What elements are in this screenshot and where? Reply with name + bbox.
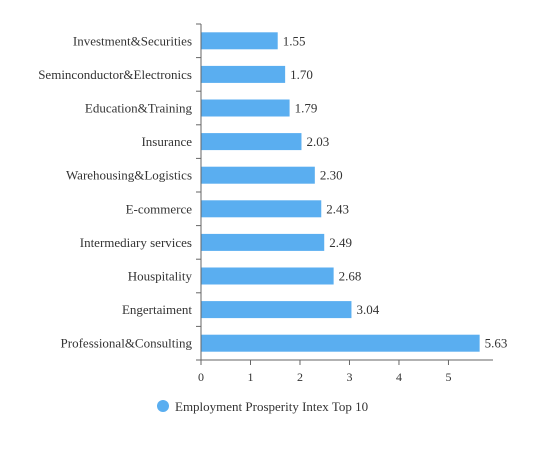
bar[interactable]	[201, 301, 352, 319]
axis-layer: 0 1 2 3 4 5	[196, 23, 493, 384]
x-tick-label: 4	[396, 370, 402, 384]
bar[interactable]	[201, 166, 315, 184]
bar[interactable]	[201, 233, 325, 251]
value-label: 2.03	[306, 134, 329, 149]
category-label: Seminconductor&Electronics	[38, 67, 192, 82]
x-tick-label: 2	[297, 370, 303, 384]
value-label: 1.55	[283, 33, 306, 48]
bar[interactable]	[201, 133, 302, 151]
category-label: Education&Training	[85, 101, 193, 116]
value-label: 2.68	[339, 269, 362, 284]
value-label: 3.04	[356, 302, 379, 317]
bar[interactable]	[201, 99, 290, 117]
value-label: 5.63	[485, 336, 508, 351]
x-tick-label: 3	[346, 370, 352, 384]
bar[interactable]	[201, 65, 286, 83]
bar[interactable]	[201, 334, 480, 352]
category-label: Professional&Consulting	[61, 336, 193, 351]
value-label: 2.30	[320, 168, 343, 183]
category-label: Houspitality	[128, 269, 193, 284]
x-tick-label: 5	[445, 370, 451, 384]
category-label: Warehousing&Logistics	[66, 168, 192, 183]
category-label: Engertaiment	[122, 302, 192, 317]
bar[interactable]	[201, 200, 322, 218]
category-label: Insurance	[141, 134, 192, 149]
legend-label: Employment Prosperity Intex Top 10	[175, 399, 368, 414]
category-label: Investment&Securities	[73, 33, 192, 48]
value-label: 1.70	[290, 67, 313, 82]
x-tick-label: 0	[198, 370, 204, 384]
category-label: Intermediary services	[80, 235, 192, 250]
legend[interactable]: Employment Prosperity Intex Top 10	[157, 399, 368, 414]
value-label: 2.49	[329, 235, 352, 250]
bars-layer	[201, 32, 480, 352]
bar[interactable]	[201, 32, 278, 50]
x-tick-label: 1	[247, 370, 253, 384]
value-label: 2.43	[326, 201, 349, 216]
legend-marker-icon	[157, 400, 169, 412]
bar[interactable]	[201, 267, 334, 285]
labels-layer: Investment&Securities 1.55 Seminconductor&…	[38, 33, 507, 350]
category-label: E-commerce	[126, 201, 193, 216]
value-label: 1.79	[295, 101, 318, 116]
